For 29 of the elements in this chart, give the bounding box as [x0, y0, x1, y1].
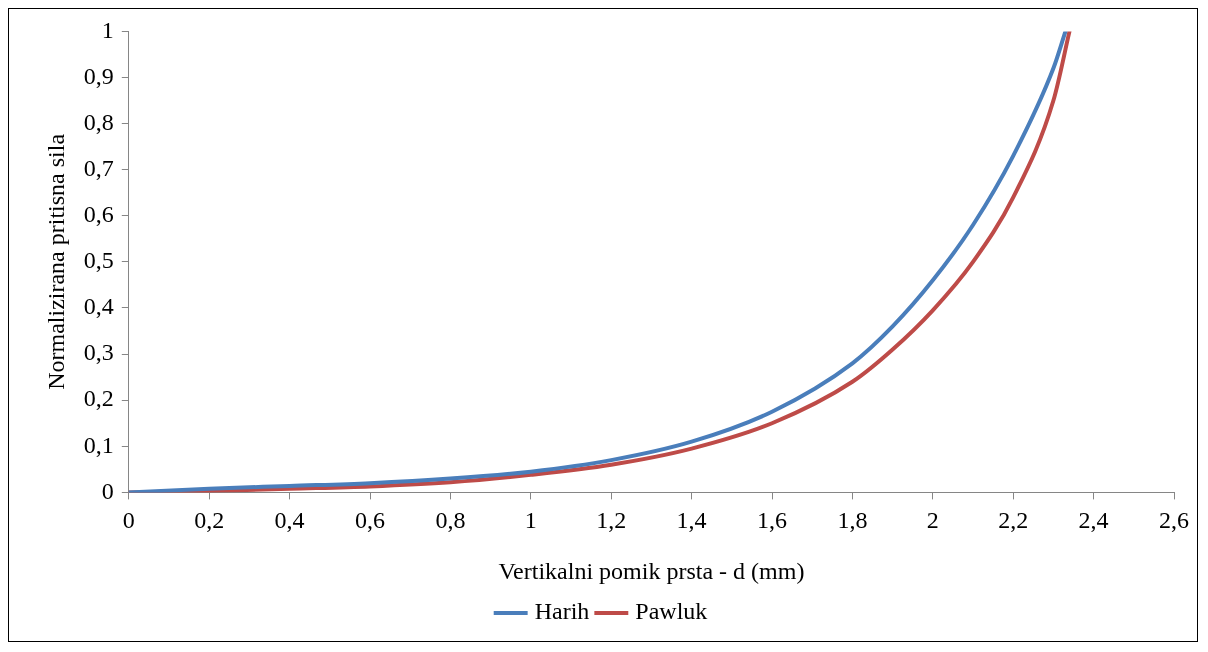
y-tick-label: 0,6 — [83, 201, 114, 228]
y-tick-label: 0,4 — [83, 293, 114, 320]
y-tick-label: 0,1 — [83, 431, 114, 458]
x-tick-label: 2,6 — [1159, 507, 1189, 534]
x-tick-label: 0,4 — [274, 507, 305, 534]
x-tick-label: 1 — [524, 507, 537, 534]
y-tick-label: 0,2 — [83, 385, 114, 412]
y-tick-label: 0,8 — [83, 108, 114, 135]
y-axis-title: Normalizirana pritisna sila — [42, 133, 69, 390]
y-tick-label: 0,7 — [83, 155, 114, 181]
x-tick-label: 1,6 — [757, 507, 787, 534]
y-tick-label: 0,9 — [83, 62, 114, 89]
x-tick-label: 0 — [122, 507, 135, 534]
x-tick-label: 1,2 — [596, 507, 627, 534]
y-tick-label: 1 — [101, 16, 114, 43]
x-tick-label: 2,4 — [1078, 507, 1109, 534]
legend-label: Pawluk — [635, 598, 708, 625]
x-tick-label: 0,8 — [435, 507, 466, 534]
y-tick-label: 0,5 — [83, 247, 114, 274]
x-tick-label: 0,2 — [194, 507, 225, 534]
y-tick-label: 0,3 — [83, 339, 114, 366]
x-tick-label: 0,6 — [355, 507, 385, 534]
x-axis-title: Vertikalni pomik prsta - d (mm) — [498, 557, 805, 584]
x-tick-label: 1,8 — [837, 507, 868, 534]
legend-label: Harih — [534, 598, 590, 625]
y-tick-label: 0 — [101, 477, 114, 504]
x-tick-label: 1,4 — [676, 507, 707, 534]
x-tick-label: 2,2 — [998, 507, 1029, 534]
x-tick-label: 2 — [926, 507, 939, 534]
